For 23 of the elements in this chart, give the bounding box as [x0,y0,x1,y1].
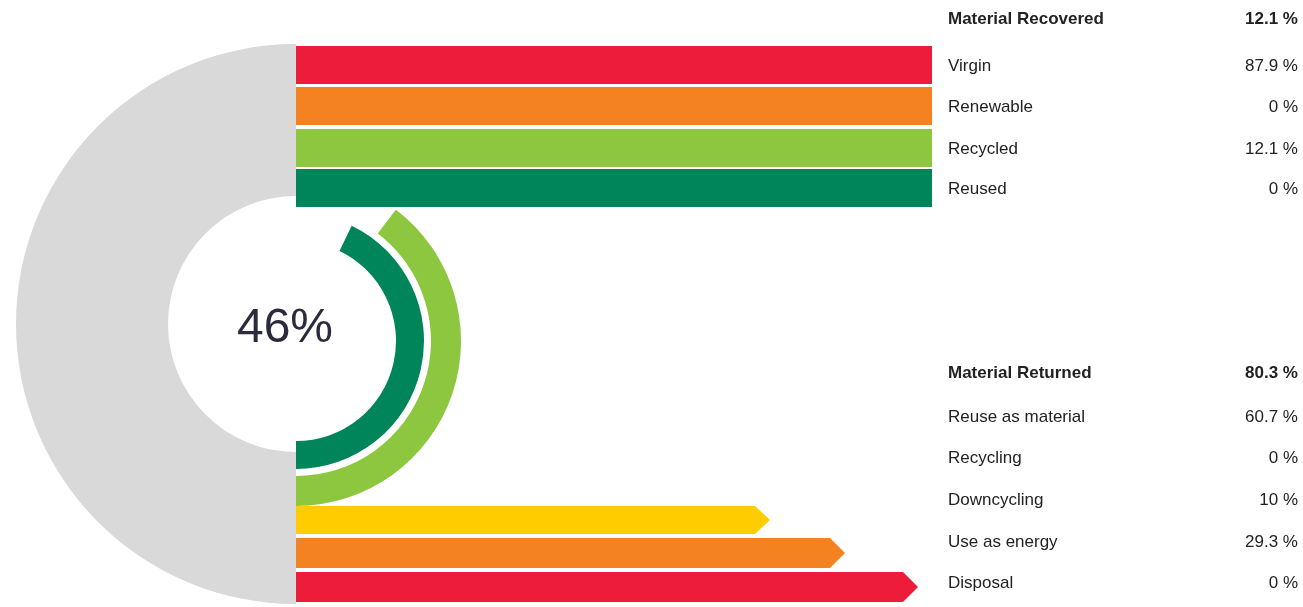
data-label: 0 % [1268,572,1298,592]
data-label: 10 % [1259,489,1298,509]
data-label: 87.9 % [1245,55,1298,75]
text: 46% [236,298,334,352]
text: 80.3 % [1245,362,1298,382]
category-label: Renewable [948,96,1034,116]
data-label: 29.3 % [1245,531,1298,551]
category-label: Reuse as material [948,406,1086,426]
category-label: Virgin [948,55,992,75]
data-label: 12.1 % [1245,138,1298,158]
data-label: 60.7 % [1245,406,1298,426]
data-label: 0 % [1268,178,1298,198]
category-label: Downcycling [948,489,1044,509]
category-label: Use as energy [948,531,1059,551]
data-label: 0 % [1268,96,1298,116]
category-label: Recycled [948,138,1018,158]
category-label: Recycling [948,447,1022,467]
text: Material Returned [948,362,1092,382]
text: 12.1 % [1245,8,1298,28]
category-label: Reused [948,178,1007,198]
text: Material Recovered [948,8,1104,28]
category-label: Disposal [948,572,1014,592]
data-label: 0 % [1268,447,1298,467]
